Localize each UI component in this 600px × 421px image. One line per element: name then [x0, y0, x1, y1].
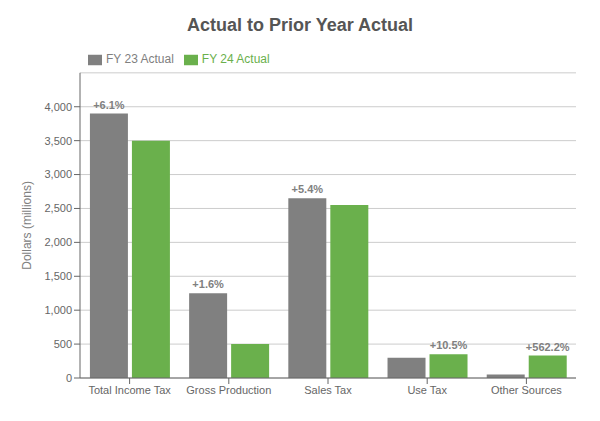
- svg-text:0: 0: [66, 372, 72, 384]
- svg-text:Gross Production: Gross Production: [186, 384, 271, 396]
- svg-text:Other Sources: Other Sources: [491, 384, 562, 396]
- svg-text:+562.2%: +562.2%: [526, 341, 570, 353]
- svg-text:Total Income Tax: Total Income Tax: [88, 384, 171, 396]
- html-text:FY 23 Actual: FY 23 Actual: [106, 52, 174, 66]
- svg-text:1,000: 1,000: [44, 304, 72, 316]
- svg-text:+1.6%: +1.6%: [192, 278, 224, 290]
- html-text:Actual to Prior Year Actual: Actual to Prior Year Actual: [187, 15, 413, 35]
- svg-text:1,500: 1,500: [44, 270, 72, 282]
- svg-text:Use Tax: Use Tax: [407, 384, 447, 396]
- html-text:FY 24 Actual: FY 24 Actual: [201, 52, 270, 66]
- svg-text:500: 500: [54, 338, 72, 350]
- svg-text:Dollars (millions): Dollars (millions): [20, 181, 34, 270]
- svg-text:3,000: 3,000: [44, 168, 72, 180]
- svg-text:+6.1%: +6.1%: [93, 99, 125, 111]
- svg-text:Sales Tax: Sales Tax: [304, 384, 352, 396]
- svg-text:2,000: 2,000: [44, 236, 72, 248]
- svg-text:2,500: 2,500: [44, 202, 72, 214]
- svg-text:3,500: 3,500: [44, 135, 72, 147]
- svg-text:+5.4%: +5.4%: [292, 183, 324, 195]
- svg-text:4,000: 4,000: [44, 101, 72, 113]
- svg-text:+10.5%: +10.5%: [430, 339, 468, 351]
